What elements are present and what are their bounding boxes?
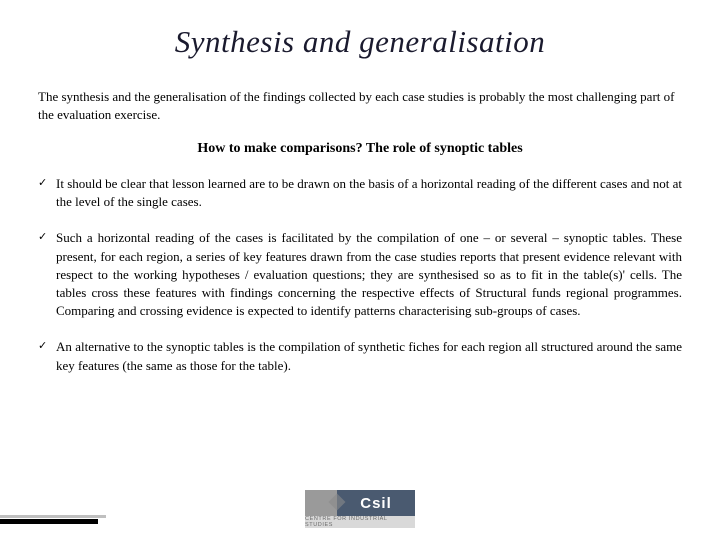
deco-grey-bar: [0, 515, 106, 518]
subheading: How to make comparisons? The role of syn…: [38, 141, 682, 157]
logo-text: Csil: [337, 490, 415, 516]
logo: Csil CENTRE FOR INDUSTRIAL STUDIES: [305, 490, 415, 530]
slide: Synthesis and generalisation The synthes…: [0, 0, 720, 540]
check-icon: ✓: [38, 339, 47, 354]
logo-top: Csil: [305, 490, 415, 516]
list-item: ✓ An alternative to the synoptic tables …: [38, 338, 682, 374]
check-icon: ✓: [38, 176, 47, 191]
bullet-text: Such a horizontal reading of the cases i…: [56, 230, 682, 318]
list-item: ✓ It should be clear that lesson learned…: [38, 175, 682, 211]
bullet-text: It should be clear that lesson learned a…: [56, 176, 682, 209]
check-icon: ✓: [38, 230, 47, 245]
page-title: Synthesis and generalisation: [38, 24, 682, 60]
logo-mark-icon: [305, 490, 337, 516]
deco-black-bar: [0, 519, 98, 524]
logo-subtext: CENTRE FOR INDUSTRIAL STUDIES: [305, 516, 415, 528]
intro-paragraph: The synthesis and the generalisation of …: [38, 88, 682, 123]
footer-decoration: [0, 510, 110, 524]
bullet-list: ✓ It should be clear that lesson learned…: [38, 175, 682, 375]
bullet-text: An alternative to the synoptic tables is…: [56, 339, 682, 372]
list-item: ✓ Such a horizontal reading of the cases…: [38, 229, 682, 320]
